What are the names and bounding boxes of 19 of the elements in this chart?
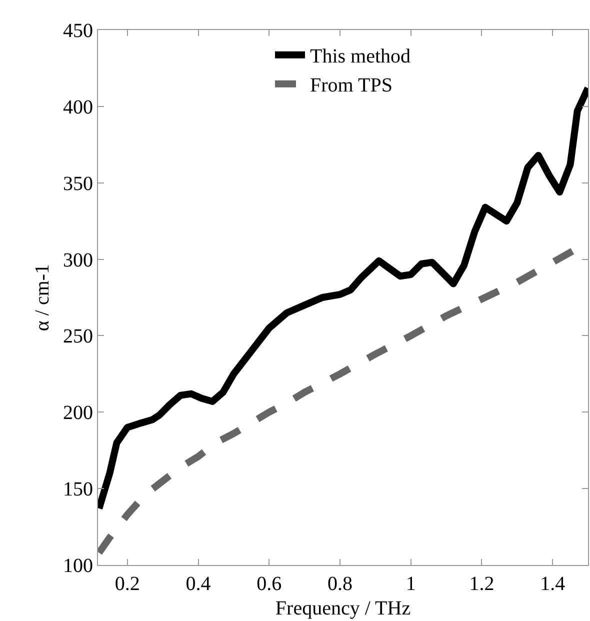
x-tick-label: 0.6: [256, 573, 282, 595]
y-tick-label: 100: [63, 555, 93, 577]
y-tick-label: 150: [63, 478, 93, 501]
y-tick-label: 350: [63, 172, 93, 195]
y-tick-label: 300: [63, 249, 93, 272]
x-tick-label: 1.2: [469, 573, 494, 595]
x-axis-title: Frequency / THz: [275, 598, 411, 620]
x-tick-label: 1.4: [540, 573, 566, 595]
legend-label: This method: [310, 46, 411, 68]
x-tick-label: 0.4: [186, 573, 211, 595]
y-tick-label: 450: [63, 20, 93, 42]
x-tick-label: 0.8: [327, 573, 352, 595]
y-tick-label: 400: [63, 96, 93, 118]
legend-label: From TPS: [310, 74, 392, 97]
y-tick-label: 250: [63, 326, 93, 348]
y-tick-label: 200: [63, 402, 93, 424]
y-axis-title: α / cm-1: [32, 264, 54, 332]
x-tick-label: 0.2: [114, 573, 140, 595]
x-tick-label: 1: [406, 573, 416, 595]
